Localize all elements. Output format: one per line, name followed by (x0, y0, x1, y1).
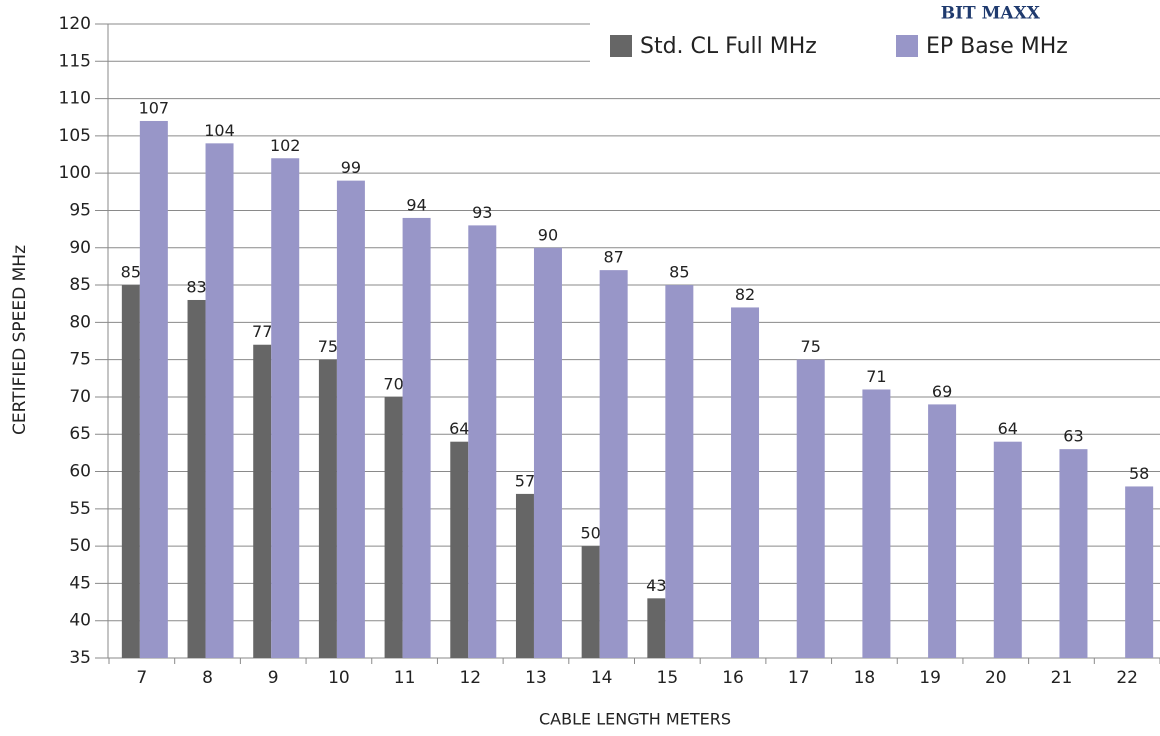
bar (271, 158, 300, 658)
bar (253, 344, 272, 658)
value-label: 82 (735, 285, 755, 304)
legend-box (590, 0, 1160, 68)
value-label: 90 (538, 225, 558, 244)
brand-logo: BIT MAXX (941, 4, 1041, 24)
y-tick-label: 50 (69, 536, 91, 556)
value-label: 58 (1129, 464, 1149, 483)
value-label: 99 (341, 158, 361, 177)
value-label: 94 (406, 195, 426, 214)
bar (450, 441, 469, 658)
bar (533, 247, 562, 658)
y-tick-label: 55 (69, 499, 91, 519)
value-label: 107 (139, 98, 170, 117)
bar (205, 143, 234, 658)
bar (1125, 486, 1154, 658)
bar (318, 359, 337, 658)
x-axis-title: CABLE LENGTH METERS (539, 710, 731, 729)
x-tick-label: 12 (459, 668, 481, 688)
value-label: 104 (204, 121, 235, 140)
x-tick-label: 8 (202, 668, 213, 688)
value-label: 75 (801, 337, 821, 356)
bar (384, 396, 403, 658)
x-tick-label: 19 (919, 668, 941, 688)
value-label: 63 (1063, 427, 1083, 446)
legend-swatch (896, 35, 918, 57)
y-tick-label: 70 (69, 387, 91, 407)
bar (515, 493, 534, 658)
x-tick-label: 11 (394, 668, 416, 688)
value-label: 64 (998, 419, 1018, 438)
y-tick-label: 40 (69, 611, 91, 631)
x-tick-label: 10 (328, 668, 350, 688)
y-axis-title: CERTIFIED SPEED MHz (10, 245, 30, 435)
x-tick-label: 14 (591, 668, 613, 688)
bar (647, 598, 666, 658)
value-label: 102 (270, 136, 301, 155)
value-label: 85 (669, 263, 689, 282)
value-label: 50 (580, 524, 600, 543)
y-tick-label: 95 (69, 200, 91, 220)
bar (468, 225, 497, 658)
x-tick-label: 20 (985, 668, 1007, 688)
y-tick-label: 115 (59, 51, 91, 71)
value-label: 87 (603, 248, 623, 267)
value-label: 85 (121, 263, 141, 282)
y-tick-label: 60 (69, 462, 91, 482)
y-tick-label: 110 (59, 89, 91, 109)
bar (862, 389, 891, 658)
y-tick-label: 100 (59, 163, 91, 183)
x-tick-label: 17 (788, 668, 810, 688)
x-tick-label: 22 (1116, 668, 1138, 688)
x-tick-label: 21 (1051, 668, 1073, 688)
bar (665, 285, 694, 658)
bar (402, 217, 431, 658)
value-label: 70 (383, 374, 403, 393)
x-tick-label: 15 (657, 668, 679, 688)
y-tick-label: 120 (59, 14, 91, 34)
plot-area: 35 40 45 50 55 60 65 70 75 80 85 90 95 100 105 110 115 12… (59, 14, 1160, 688)
y-tick-label: 35 (69, 648, 91, 668)
x-tick-label: 18 (854, 668, 876, 688)
bar (599, 270, 628, 658)
legend-label: Std. CL Full MHz (640, 34, 817, 59)
x-tick-label: 13 (525, 668, 547, 688)
legend-label: EP Base MHz (926, 34, 1068, 59)
bar (731, 307, 760, 658)
y-tick-label: 75 (69, 350, 91, 370)
y-tick-label: 80 (69, 312, 91, 332)
value-label: 71 (866, 367, 886, 386)
legend: Std. CL Full MHz EP Base MHz (610, 34, 1068, 59)
value-label: 69 (932, 382, 952, 401)
bar (121, 285, 140, 658)
bar (993, 441, 1022, 658)
y-tick-label: 105 (59, 126, 91, 146)
bar (1059, 449, 1088, 658)
y-tick-label: 65 (69, 424, 91, 444)
bar (581, 546, 600, 658)
value-label: 43 (646, 576, 666, 595)
y-tick-label: 45 (69, 573, 91, 593)
y-tick-label: 85 (69, 275, 91, 295)
bar (139, 120, 168, 658)
x-tick-label: 9 (268, 668, 279, 688)
bar (928, 404, 957, 658)
value-label: 93 (472, 203, 492, 222)
x-tick-label: 7 (136, 668, 147, 688)
value-label: 57 (515, 471, 535, 490)
legend-swatch (610, 35, 632, 57)
bar (336, 180, 365, 658)
value-label: 83 (186, 277, 206, 296)
bar (796, 359, 825, 658)
value-label: 75 (318, 337, 338, 356)
value-label: 77 (252, 322, 272, 341)
bar (187, 299, 206, 658)
y-tick-label: 90 (69, 238, 91, 258)
value-label: 64 (449, 419, 469, 438)
x-tick-label: 16 (722, 668, 744, 688)
